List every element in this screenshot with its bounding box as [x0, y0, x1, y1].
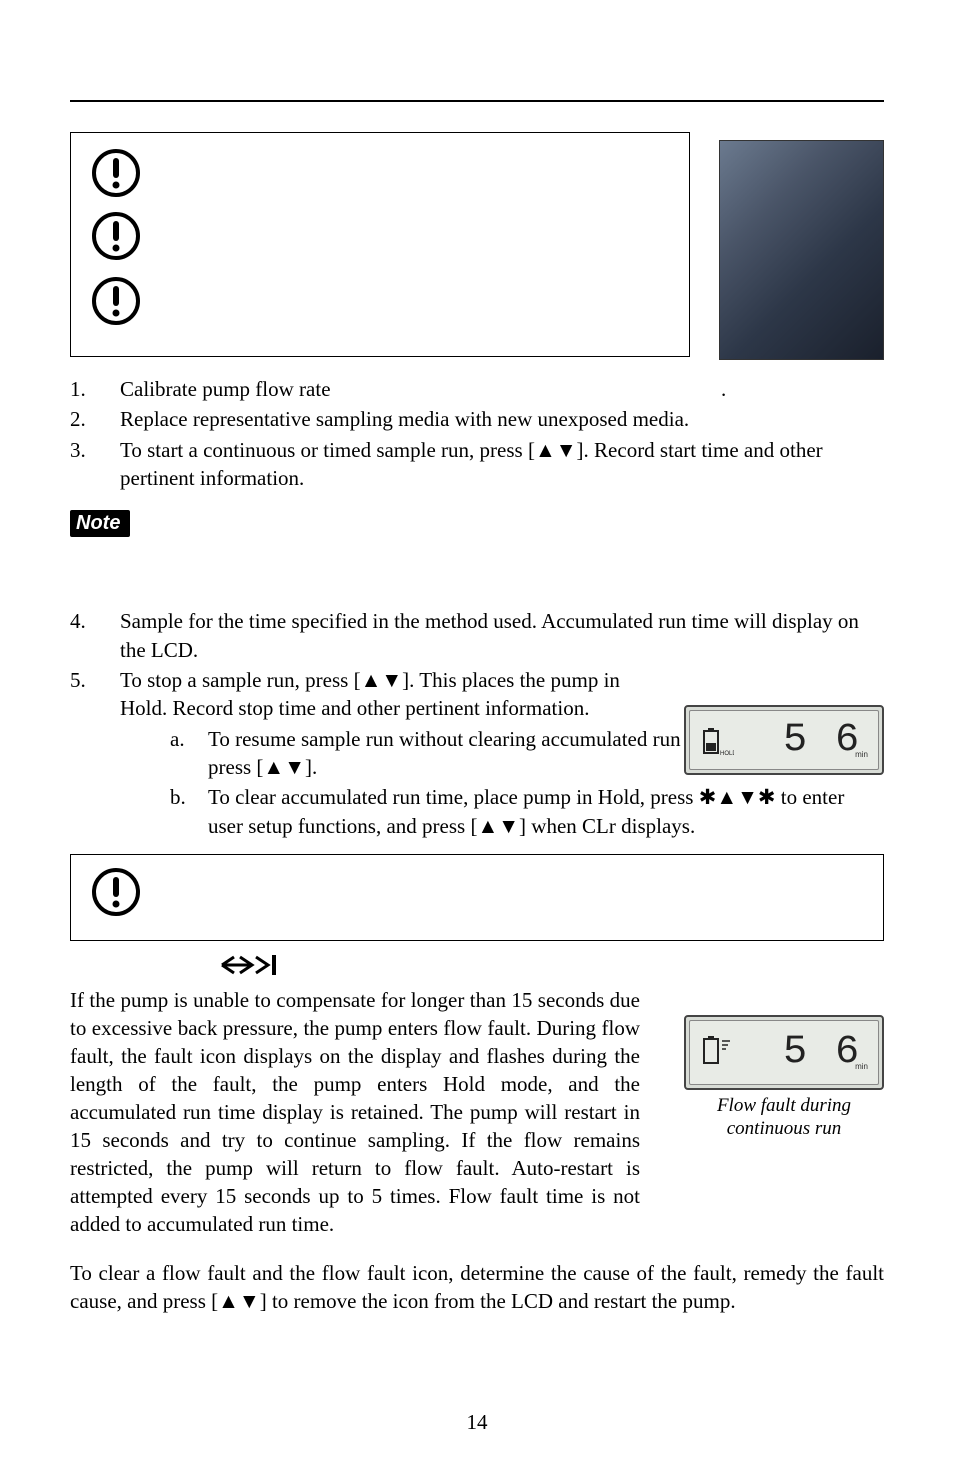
caution-row: [91, 211, 669, 266]
up-triangle-icon: ▲: [535, 436, 556, 464]
up-triangle-icon: ▲: [263, 753, 284, 781]
step-3: 3. To start a continuous or timed sample…: [70, 436, 884, 493]
text-fragment: Calibrate pump flow rate: [120, 377, 331, 401]
text-fragment: ] when CLr displays.: [519, 814, 695, 838]
step-text: To start a continuous or timed sample ru…: [120, 436, 884, 493]
worker-photo: [719, 140, 884, 360]
down-triangle-icon: ▼: [239, 1288, 260, 1316]
caution-icon: [91, 211, 141, 266]
lcd-caption: Flow fault during continuous run: [684, 1095, 884, 1141]
top-rule: [70, 100, 884, 102]
up-triangle-icon: ▲: [218, 1288, 239, 1316]
down-triangle-icon: ▼: [284, 753, 305, 781]
text-fragment: To clear accumulated run time, place pum…: [208, 785, 699, 809]
down-triangle-icon: ▼: [737, 783, 758, 811]
caution-box-2: [70, 854, 884, 941]
flow-fault-paragraph: If the pump is unable to compensate for …: [70, 987, 640, 1238]
lcd-inner: 5 6 min: [689, 1020, 879, 1085]
lcd-display-hold: HOLD 5 6 min: [684, 705, 884, 775]
lcd-display-fault: 5 6 min: [684, 1015, 884, 1090]
step-text: Calibrate pump flow rate .: [120, 375, 884, 403]
sub-step-b: b. To clear accumulated run time, place …: [170, 783, 884, 840]
text-fragment: .: [721, 377, 726, 401]
down-triangle-icon: ▼: [498, 812, 519, 840]
step-2: 2. Replace representative sampling media…: [70, 405, 884, 433]
page-number: 14: [0, 1410, 954, 1435]
note-badge: Note: [70, 510, 130, 537]
text-fragment: ] to remove the icon from the LCD and re…: [260, 1289, 736, 1313]
step-text: Replace representative sampling media wi…: [120, 405, 884, 433]
caution-row: [91, 276, 669, 331]
step-number: 4.: [70, 607, 120, 664]
lcd-unit: min: [855, 750, 868, 759]
down-triangle-icon: ▼: [381, 666, 402, 694]
step-number: 3.: [70, 436, 120, 493]
up-triangle-icon: ▲: [477, 812, 498, 840]
step-number: 1.: [70, 375, 120, 403]
flow-fault-arrow-icon: [220, 951, 290, 987]
sub-text: To clear accumulated run time, place pum…: [208, 783, 884, 840]
step-4: 4. Sample for the time specified in the …: [70, 607, 884, 664]
lcd-value: 5 6: [783, 1030, 861, 1075]
step-1: 1. Calibrate pump flow rate .: [70, 375, 884, 403]
lcd-unit: min: [855, 1062, 868, 1071]
caution-icon: [91, 148, 141, 203]
text-fragment: ].: [305, 755, 317, 779]
battery-hold-icon: HOLD: [700, 727, 722, 753]
step-number: 5.: [70, 666, 120, 723]
svg-text:HOLD: HOLD: [720, 751, 734, 757]
star-icon: ✱: [699, 783, 717, 811]
caution-row: [91, 148, 669, 203]
battery-fault-icon: [700, 1033, 734, 1072]
step-text: Sample for the time specified in the met…: [120, 607, 884, 664]
up-triangle-icon: ▲: [361, 666, 382, 694]
caution-box-1: [70, 132, 690, 357]
lcd-value: 5 6: [783, 718, 861, 763]
star-icon: ✱: [758, 783, 776, 811]
step-number: 2.: [70, 405, 120, 433]
sub-letter: a.: [170, 725, 208, 782]
sub-letter: b.: [170, 783, 208, 840]
text-fragment: To stop a sample run, press [: [120, 668, 361, 692]
up-triangle-icon: ▲: [716, 783, 737, 811]
caution-icon: [91, 276, 141, 331]
steps-list: 1. Calibrate pump flow rate . 2. Replace…: [70, 375, 884, 492]
text-fragment: To start a continuous or timed sample ru…: [120, 438, 535, 462]
lcd-inner: HOLD 5 6 min: [689, 710, 879, 770]
down-triangle-icon: ▼: [556, 436, 577, 464]
caution-icon: [91, 867, 141, 922]
flow-fault-arrow-row: [70, 941, 884, 987]
flow-fault-clear-paragraph: To clear a flow fault and the flow fault…: [70, 1260, 884, 1316]
